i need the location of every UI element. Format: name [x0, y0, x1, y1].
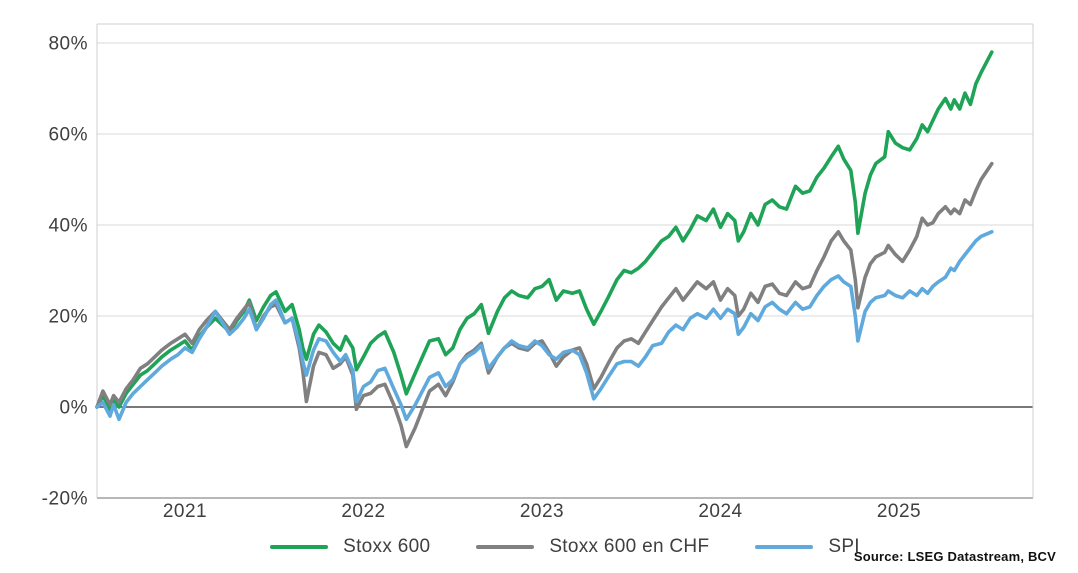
x-tick-label: 2021	[163, 501, 207, 522]
x-tick-label: 2023	[520, 501, 564, 522]
series-line-stoxx-600-en-chf	[95, 161, 994, 449]
legend-label-spi: SPI	[828, 536, 860, 557]
legend-item-stoxx-600-chf: Stoxx 600 en CHF	[476, 536, 709, 558]
legend-swatch-stoxx-600-chf	[476, 545, 535, 549]
chart-legend: Stoxx 600 Stoxx 600 en CHF SPI	[97, 533, 1033, 561]
legend-label-stoxx-600-chf: Stoxx 600 en CHF	[549, 536, 710, 557]
y-tick-label: 60%	[48, 125, 88, 146]
x-tick-label: 2022	[341, 501, 385, 522]
y-tick-label: 0%	[60, 398, 88, 419]
series-line-stoxx-600	[95, 50, 994, 412]
source-note: Source: LSEG Datastream, BCV	[853, 549, 1056, 564]
x-tick-label: 2025	[877, 501, 921, 522]
legend-item-spi: SPI	[755, 536, 860, 558]
legend-swatch-stoxx-600	[270, 545, 329, 549]
y-tick-label: 80%	[48, 34, 88, 55]
legend-item-stoxx-600: Stoxx 600	[270, 536, 430, 558]
series-line-spi	[95, 230, 994, 422]
x-tick-label: 2024	[698, 501, 742, 522]
legend-label-stoxx-600: Stoxx 600	[343, 536, 431, 557]
y-tick-label: 20%	[48, 307, 88, 328]
y-tick-label: 40%	[48, 216, 88, 237]
legend-swatch-spi	[755, 545, 814, 549]
y-tick-label: -20%	[42, 489, 88, 510]
